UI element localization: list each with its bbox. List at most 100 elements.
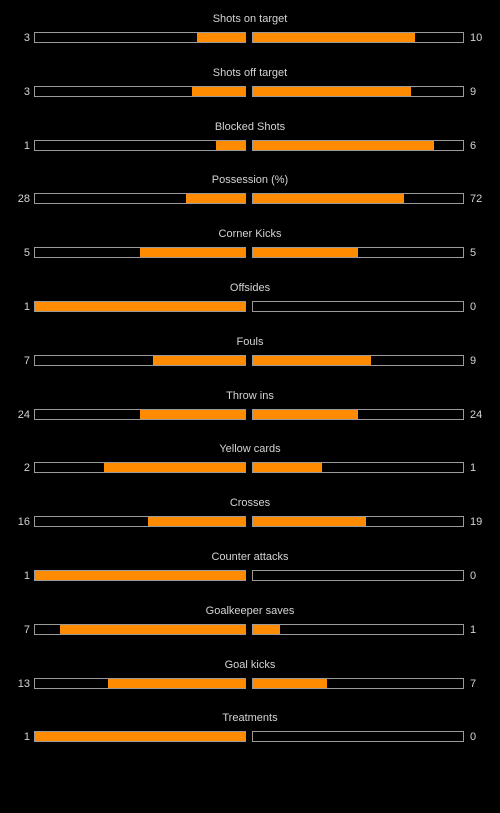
away-value: 24 bbox=[470, 409, 483, 421]
home-bar-track bbox=[34, 140, 246, 151]
stat-label: Goalkeeper saves bbox=[205, 605, 295, 617]
home-bar-fill bbox=[153, 356, 245, 365]
stat-row: Possession (%) 28 72 bbox=[0, 173, 500, 213]
home-bar-fill bbox=[192, 87, 245, 96]
away-value: 1 bbox=[470, 462, 477, 474]
away-bar-track bbox=[252, 570, 464, 581]
home-bar-fill bbox=[108, 679, 245, 688]
home-value: 1 bbox=[23, 140, 30, 152]
home-bar-track bbox=[34, 247, 246, 258]
away-value: 9 bbox=[470, 86, 477, 98]
stat-label: Crosses bbox=[229, 497, 271, 509]
away-bar-fill bbox=[253, 517, 366, 526]
home-bar-fill bbox=[186, 194, 245, 203]
stat-label: Yellow cards bbox=[219, 443, 281, 455]
away-value: 9 bbox=[470, 355, 477, 367]
away-bar-track bbox=[252, 624, 464, 635]
home-bar-fill bbox=[35, 732, 245, 741]
stat-row: Fouls 7 9 bbox=[0, 335, 500, 375]
away-bar-fill bbox=[253, 194, 404, 203]
home-value: 7 bbox=[23, 355, 30, 367]
home-bar-track bbox=[34, 86, 246, 97]
stat-label: Throw ins bbox=[226, 390, 274, 402]
away-bar-fill bbox=[253, 410, 358, 419]
stat-row: Treatments 1 0 bbox=[0, 711, 500, 751]
away-value: 6 bbox=[470, 140, 477, 152]
home-bar-track bbox=[34, 193, 246, 204]
home-bar-track bbox=[34, 624, 246, 635]
home-bar-fill bbox=[197, 33, 245, 42]
away-bar-fill bbox=[253, 679, 327, 688]
stat-row: Throw ins 24 24 bbox=[0, 389, 500, 429]
stat-label: Treatments bbox=[222, 712, 278, 724]
home-bar-fill bbox=[140, 248, 245, 257]
home-bar-track bbox=[34, 678, 246, 689]
away-bar-fill bbox=[253, 87, 411, 96]
stat-row: Shots off target 3 9 bbox=[0, 66, 500, 106]
home-bar-fill bbox=[148, 517, 245, 526]
home-bar-track bbox=[34, 301, 246, 312]
home-value: 16 bbox=[17, 516, 30, 528]
stat-row: Corner Kicks 5 5 bbox=[0, 227, 500, 267]
away-bar-track bbox=[252, 516, 464, 527]
away-value: 7 bbox=[470, 678, 477, 690]
away-bar-track bbox=[252, 140, 464, 151]
away-bar-fill bbox=[253, 33, 415, 42]
home-bar-track bbox=[34, 32, 246, 43]
away-bar-fill bbox=[253, 248, 358, 257]
away-value: 0 bbox=[470, 570, 477, 582]
home-value: 24 bbox=[17, 409, 30, 421]
home-value: 5 bbox=[23, 247, 30, 259]
home-value: 13 bbox=[17, 678, 30, 690]
away-value: 0 bbox=[470, 301, 477, 313]
away-bar-track bbox=[252, 462, 464, 473]
stat-row: Offsides 1 0 bbox=[0, 281, 500, 321]
stat-row: Crosses 16 19 bbox=[0, 496, 500, 536]
home-value: 2 bbox=[23, 462, 30, 474]
stat-row: Yellow cards 2 1 bbox=[0, 442, 500, 482]
stat-label: Corner Kicks bbox=[218, 228, 282, 240]
home-bar-track bbox=[34, 355, 246, 366]
stat-label: Counter attacks bbox=[211, 551, 289, 563]
home-bar-fill bbox=[104, 463, 245, 472]
home-value: 7 bbox=[23, 624, 30, 636]
away-bar-track bbox=[252, 409, 464, 420]
away-bar-track bbox=[252, 247, 464, 258]
stat-row: Goalkeeper saves 7 1 bbox=[0, 604, 500, 644]
away-bar-fill bbox=[253, 625, 280, 634]
home-bar-fill bbox=[216, 141, 245, 150]
away-value: 1 bbox=[470, 624, 477, 636]
home-bar-track bbox=[34, 731, 246, 742]
stat-label: Shots on target bbox=[212, 13, 288, 25]
away-value: 0 bbox=[470, 731, 477, 743]
stat-row: Counter attacks 1 0 bbox=[0, 550, 500, 590]
home-value: 3 bbox=[23, 86, 30, 98]
stat-row: Goal kicks 13 7 bbox=[0, 658, 500, 698]
home-bar-track bbox=[34, 516, 246, 527]
away-bar-fill bbox=[253, 356, 371, 365]
stat-label: Goal kicks bbox=[224, 659, 276, 671]
stat-row: Blocked Shots 1 6 bbox=[0, 120, 500, 160]
away-bar-track bbox=[252, 731, 464, 742]
stat-label: Fouls bbox=[236, 336, 264, 348]
stat-label: Shots off target bbox=[212, 67, 288, 79]
away-value: 10 bbox=[470, 32, 483, 44]
home-value: 1 bbox=[23, 570, 30, 582]
away-bar-fill bbox=[253, 141, 434, 150]
home-value: 1 bbox=[23, 731, 30, 743]
away-bar-track bbox=[252, 193, 464, 204]
home-value: 28 bbox=[17, 193, 30, 205]
away-bar-track bbox=[252, 32, 464, 43]
stat-label: Offsides bbox=[229, 282, 271, 294]
home-bar-fill bbox=[35, 571, 245, 580]
away-bar-track bbox=[252, 355, 464, 366]
stat-label: Blocked Shots bbox=[214, 121, 286, 133]
away-value: 72 bbox=[470, 193, 483, 205]
home-value: 3 bbox=[23, 32, 30, 44]
home-bar-track bbox=[34, 570, 246, 581]
home-bar-fill bbox=[35, 302, 245, 311]
away-value: 5 bbox=[470, 247, 477, 259]
away-bar-track bbox=[252, 678, 464, 689]
home-value: 1 bbox=[23, 301, 30, 313]
home-bar-track bbox=[34, 409, 246, 420]
